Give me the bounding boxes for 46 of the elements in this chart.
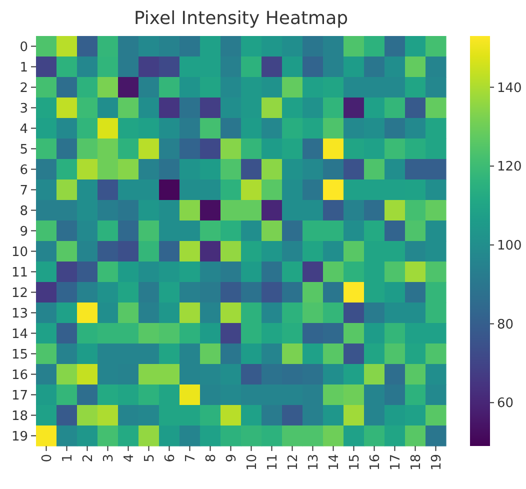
x-tick-label: 2 <box>80 454 96 462</box>
y-tick-label: 7 <box>20 183 28 198</box>
x-tick-label: 8 <box>204 454 219 462</box>
color-bar-label: 60 <box>497 396 514 412</box>
x-tick-label: 15 <box>347 454 362 471</box>
x-tick-label: 11 <box>265 454 280 471</box>
y-tick-label: 9 <box>20 224 28 240</box>
color-bar-label: 80 <box>497 317 514 332</box>
x-tick-label: 7 <box>183 454 198 462</box>
y-tick-label: 5 <box>20 142 28 158</box>
x-tick-label: 6 <box>162 454 178 462</box>
y-tick-label: 12 <box>11 286 28 301</box>
x-tick-label: 17 <box>388 454 404 471</box>
color-bar-label: 100 <box>497 238 522 254</box>
y-tick-label: 8 <box>20 204 28 219</box>
x-tick-label: 19 <box>429 454 444 471</box>
y-tick-label: 11 <box>11 265 28 280</box>
x-tick-label: 18 <box>408 454 424 471</box>
y-tick-label: 10 <box>11 244 28 260</box>
y-tick-label: 13 <box>11 306 28 322</box>
x-tick-label: 3 <box>101 454 116 462</box>
color-bar-label: 140 <box>497 80 522 96</box>
x-tick-label: 1 <box>60 454 76 462</box>
y-tick-label: 0 <box>20 40 28 55</box>
x-tick-label: 10 <box>244 454 260 471</box>
y-tick-label: 2 <box>20 80 28 96</box>
y-tick-label: 19 <box>11 429 28 444</box>
y-tick-label: 16 <box>11 368 28 383</box>
y-tick-label: 6 <box>20 162 28 178</box>
y-tick-label: 4 <box>20 122 28 137</box>
y-tick-label: 14 <box>11 326 28 342</box>
x-tick-label: 13 <box>306 454 322 471</box>
y-tick-label: 18 <box>11 408 28 424</box>
x-tick-label: 16 <box>368 454 383 471</box>
x-tick-label: 9 <box>224 454 240 462</box>
color-bar-label: 120 <box>497 160 522 175</box>
y-tick-label: 17 <box>11 388 28 404</box>
chart-title: Pixel Intensity Heatmap <box>134 8 348 29</box>
x-tick-label: 14 <box>326 454 342 471</box>
x-tick-label: 4 <box>122 454 137 462</box>
x-tick-label: 0 <box>40 454 55 462</box>
x-tick-label: 5 <box>142 454 158 462</box>
y-tick-label: 1 <box>20 60 28 76</box>
y-tick-label: 3 <box>20 101 28 116</box>
y-tick-label: 15 <box>11 347 28 362</box>
x-tick-label: 12 <box>286 454 301 471</box>
